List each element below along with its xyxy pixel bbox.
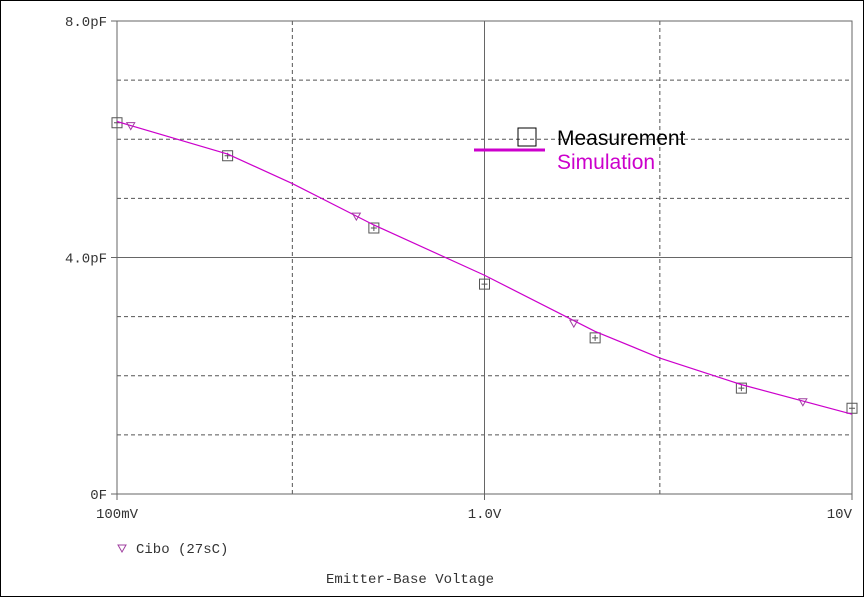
line [116, 120, 853, 415]
marker-triangle [125, 122, 136, 131]
marker-triangle [351, 212, 362, 222]
legend-label: Measurement [557, 127, 686, 150]
x-axis-label: Emitter-Base Voltage [326, 572, 494, 588]
y-tick-label: 0F [90, 488, 107, 504]
marker-triangle [568, 319, 579, 329]
marker-square [735, 382, 747, 394]
marker-square [589, 332, 601, 344]
plot-border [116, 20, 853, 495]
x-tick-label: 100mV [96, 507, 139, 523]
x-tick-label: 1.0V [468, 507, 502, 523]
legend-swatch [517, 127, 537, 147]
marker-square [479, 278, 490, 290]
y-tick-label: 8.0pF [65, 15, 107, 31]
legend-swatch [117, 544, 127, 554]
x-tick-label: 10V [827, 507, 853, 523]
legend-label: Simulation [557, 151, 655, 174]
y-tick-label: 4.0pF [65, 252, 107, 268]
marker-triangle [797, 398, 808, 407]
legend-label: Cibo (27sC) [136, 542, 228, 558]
marker-square [368, 222, 380, 234]
marker-square [846, 402, 858, 414]
